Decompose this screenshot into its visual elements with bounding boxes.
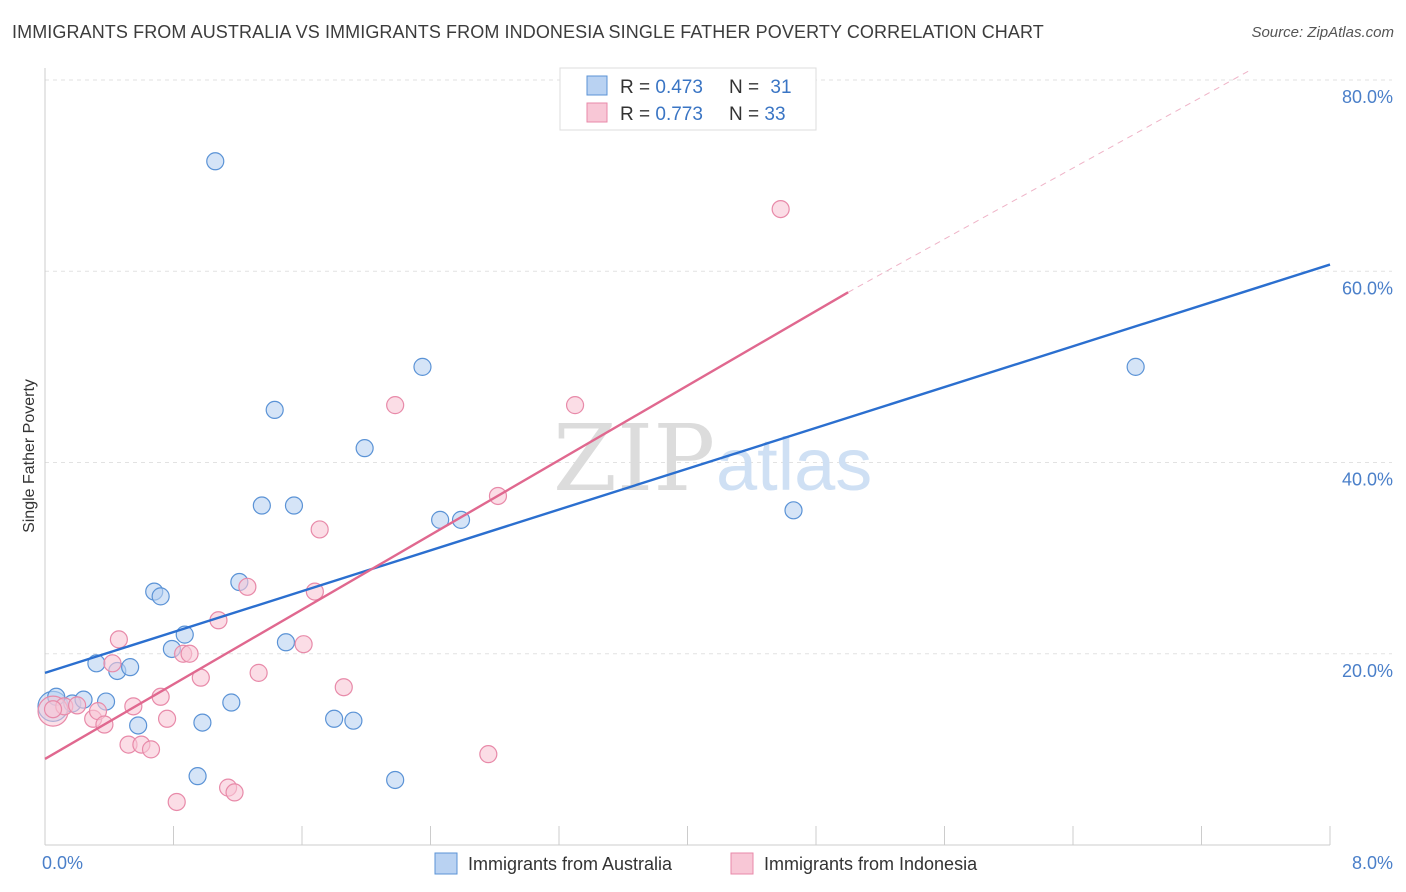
legend-n-label: N =: [729, 104, 764, 125]
legend-r-label: R =: [620, 104, 655, 125]
data-point: [294, 635, 313, 654]
data-point: [344, 711, 363, 730]
legend: R = 0.473 N = 31 R = 0.773 N = 33: [559, 67, 817, 131]
legend-r-value: 0.473: [655, 77, 703, 98]
data-point: [265, 400, 284, 420]
data-point: [249, 663, 268, 682]
data-point: [157, 709, 177, 728]
gridlines: [45, 79, 1392, 655]
y-tick-label: 80.0%: [1342, 87, 1393, 107]
x-tick-label: 0.0%: [42, 853, 83, 873]
data-point: [565, 396, 585, 415]
data-point: [284, 496, 304, 515]
data-point: [276, 633, 296, 652]
data-point: [121, 658, 140, 677]
data-point: [180, 644, 199, 663]
legend-row-australia: R = 0.473: [620, 77, 703, 98]
data-point: [334, 678, 353, 697]
x-tick-labels: 0.0% 8.0%: [42, 853, 1393, 873]
y-axis-label: Single Father Poverty: [21, 379, 38, 533]
data-point: [225, 783, 244, 802]
series-indonesia-points: [37, 199, 790, 812]
data-point: [193, 713, 212, 732]
legend-row-indonesia: R = 0.773: [620, 104, 703, 125]
bottom-legend: Immigrants from Australia Immigrants fro…: [434, 852, 978, 875]
legend-swatch-indonesia: [586, 102, 608, 123]
y-tick-label: 20.0%: [1342, 661, 1393, 681]
data-point: [386, 770, 405, 790]
data-point: [129, 716, 148, 735]
watermark-zip: ZIP: [553, 405, 715, 512]
data-point: [252, 496, 271, 515]
legend-r-value: 0.773: [655, 104, 703, 125]
data-point: [109, 630, 128, 649]
bottom-legend-label-indonesia: Immigrants from Indonesia: [764, 854, 978, 874]
legend-n-label: N =: [729, 77, 764, 98]
data-point: [386, 396, 405, 415]
trend-line-extension: [847, 69, 1250, 293]
y-tick-label: 40.0%: [1342, 470, 1393, 490]
legend-r-label: R =: [620, 77, 655, 98]
legend-n-australia: N = 31: [729, 77, 792, 98]
legend-n-value: 33: [764, 104, 785, 125]
data-point: [43, 700, 63, 719]
watermark-atlas: atlas: [716, 423, 872, 506]
legend-n-value: 31: [770, 77, 791, 98]
data-point: [151, 587, 170, 606]
x-tick-label: 8.0%: [1352, 853, 1393, 873]
y-tick-label: 60.0%: [1342, 278, 1393, 298]
data-point: [310, 520, 329, 539]
data-point: [238, 577, 257, 596]
chart-title: IMMIGRANTS FROM AUSTRALIA VS IMMIGRANTS …: [12, 22, 1044, 42]
bottom-legend-swatch-indonesia: [730, 852, 754, 875]
data-point: [167, 792, 186, 812]
data-point: [355, 439, 374, 458]
legend-n-indonesia: N = 33: [729, 104, 786, 125]
data-point: [413, 357, 432, 376]
data-point: [1126, 357, 1145, 376]
source-label: Source: ZipAtlas.com: [1251, 24, 1394, 41]
trend-line: [44, 291, 849, 760]
trend-line: [44, 263, 1331, 675]
data-point: [188, 767, 207, 786]
data-point: [222, 693, 241, 712]
bottom-legend-label-australia: Immigrants from Australia: [468, 854, 673, 874]
watermark: ZIP atlas: [553, 405, 872, 512]
data-point: [325, 709, 344, 728]
data-point: [784, 501, 803, 520]
bottom-legend-swatch-australia: [434, 852, 458, 875]
data-point: [771, 199, 790, 219]
data-point: [103, 654, 122, 673]
data-point: [141, 740, 161, 759]
y-tick-labels: 20.0% 40.0% 60.0% 80.0%: [1342, 87, 1393, 681]
legend-swatch-australia: [586, 75, 608, 96]
trend-lines: [44, 69, 1331, 760]
data-point: [479, 745, 498, 764]
data-point: [206, 152, 225, 171]
data-point: [68, 696, 87, 715]
